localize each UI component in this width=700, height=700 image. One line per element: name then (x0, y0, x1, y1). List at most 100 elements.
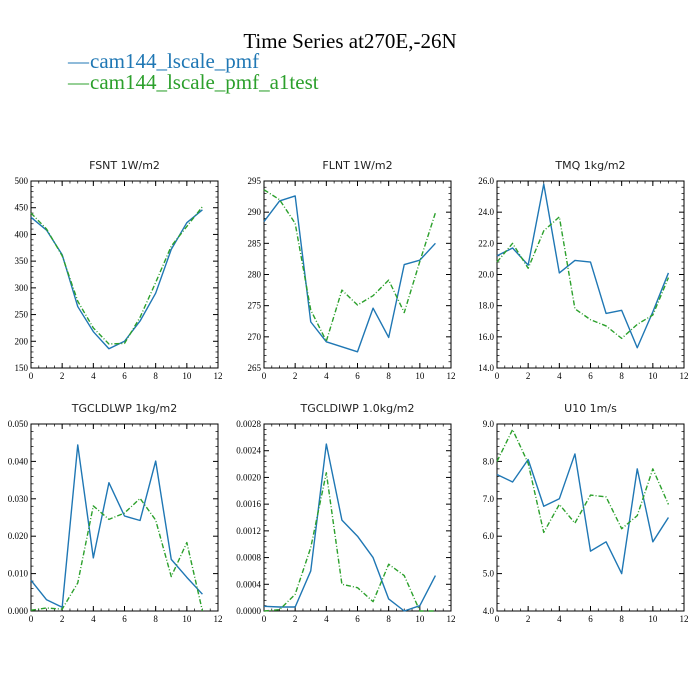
panel-title: TGCLDIWP 1.0kg/m2 (299, 402, 414, 415)
x-tick-label: 2 (526, 614, 531, 624)
panel-6: U10 1m/s 0 2 4 6 8 10 12 4.0 5.0 6.0 7.0 8.0 9.0 (483, 402, 689, 624)
x-tick-label: 0 (262, 614, 267, 624)
plot-frame (496, 180, 685, 369)
y-tick-label: 24.0 (478, 207, 494, 217)
y-tick-label: 20.0 (478, 270, 494, 280)
x-tick-label: 10 (415, 371, 425, 381)
plot-frame (263, 423, 452, 612)
x-tick-label: 2 (293, 614, 298, 624)
x-tick-label: 10 (648, 371, 658, 381)
y-tick-label: 14.0 (478, 363, 494, 373)
plot-frame (30, 423, 219, 612)
x-tick-label: 0 (29, 614, 34, 624)
y-tick-label: 275 (248, 301, 262, 311)
x-tick-label: 8 (153, 371, 158, 381)
x-tick-label: 6 (588, 371, 593, 381)
x-tick-label: 0 (495, 614, 500, 624)
series-line-1 (263, 443, 437, 612)
x-tick-label: 8 (619, 371, 624, 381)
y-tick-label: 500 (15, 176, 29, 186)
x-tick-label: 8 (386, 371, 391, 381)
y-tick-label: 150 (15, 363, 29, 373)
series-line-2 (496, 428, 670, 534)
series-line-2 (263, 472, 436, 612)
y-tick-label: 0.020 (8, 531, 29, 541)
y-tick-label: 0.030 (8, 494, 29, 504)
y-tick-label: 0.0000 (236, 606, 261, 616)
y-tick-label: 6.0 (483, 531, 495, 541)
x-tick-label: 4 (91, 614, 96, 624)
panel-title: U10 1m/s (564, 402, 617, 415)
y-tick-label: 4.0 (483, 606, 495, 616)
x-tick-label: 10 (415, 614, 425, 624)
y-tick-label: 285 (248, 238, 262, 248)
legend-label-1: cam144_lscale_pmf (90, 49, 259, 73)
y-tick-label: 265 (248, 363, 262, 373)
y-tick-label: 0.000 (8, 606, 29, 616)
y-tick-label: 300 (15, 283, 29, 293)
x-tick-label: 0 (29, 371, 34, 381)
panel-grid: FSNT 1W/m20 2 4 6 8 10 12150200250300350400450… (8, 159, 689, 624)
series-line-2 (263, 189, 437, 342)
x-tick-label: 12 (214, 614, 223, 624)
y-tick-label: 18.0 (478, 301, 494, 311)
y-tick-label: 7.0 (483, 494, 495, 504)
series-line-2 (496, 216, 670, 340)
x-tick-label: 2 (526, 371, 531, 381)
y-tick-label: 200 (15, 336, 29, 346)
y-tick-label: 280 (248, 270, 262, 280)
legend-entry-2: — cam144_lscale_pmf_a1test (67, 70, 319, 94)
x-tick-label: 4 (557, 614, 562, 624)
x-tick-label: 0 (262, 371, 267, 381)
x-tick-label: 12 (447, 371, 456, 381)
series-line-2 (30, 206, 203, 345)
legend-symbol-1: — (67, 49, 90, 73)
panel-3: TMQ 1kg/m2 0 2 4 6 8 10 12 14.0 16.0 18.0 20.0 22.0 2… (478, 159, 688, 381)
legend: — cam144_lscale_pmf — cam144_lscale_pmf_… (67, 49, 319, 94)
x-tick-label: 6 (355, 614, 360, 624)
series-line-2 (30, 497, 204, 612)
figure-title: Time Series at270E,-26N (243, 29, 456, 53)
y-tick-label: 5.0 (483, 569, 495, 579)
y-tick-label: 250 (15, 310, 29, 320)
x-tick-label: 10 (648, 614, 658, 624)
panel-2: FLNT 1W/m2 0 2 4 6 8 10 12 265 270 275 280 285 290 295 (248, 159, 456, 381)
series-line-1 (30, 209, 203, 350)
series-line-1 (496, 453, 670, 575)
x-tick-label: 6 (122, 614, 127, 624)
x-tick-label: 6 (355, 371, 360, 381)
y-tick-label: 0.010 (8, 569, 29, 579)
panel-title: FLNT 1W/m2 (322, 159, 392, 172)
y-tick-label: 0.0024 (236, 446, 261, 456)
y-tick-label: 0.0012 (236, 526, 261, 536)
x-tick-label: 4 (557, 371, 562, 381)
x-tick-label: 0 (495, 371, 500, 381)
y-tick-label: 0.0008 (236, 553, 261, 563)
y-tick-label: 0.050 (8, 419, 29, 429)
y-tick-label: 450 (15, 203, 29, 213)
legend-entry-1: — cam144_lscale_pmf (67, 49, 259, 73)
x-tick-label: 2 (60, 614, 65, 624)
x-tick-label: 6 (588, 614, 593, 624)
panel-4: TGCLDLWP 1kg/m2 0 2 4 6 8 10 12 0.000 0.010 0.020 0… (8, 402, 223, 624)
legend-symbol-2: — (67, 70, 90, 94)
x-tick-label: 2 (293, 371, 298, 381)
y-tick-label: 0.0020 (236, 472, 261, 482)
series-line-1 (263, 195, 436, 353)
x-tick-label: 12 (447, 614, 456, 624)
series-line-1 (496, 183, 670, 349)
x-tick-label: 8 (153, 614, 158, 624)
y-tick-label: 22.0 (478, 238, 494, 248)
x-tick-label: 6 (122, 371, 127, 381)
x-tick-label: 4 (324, 371, 329, 381)
y-tick-label: 400 (15, 229, 29, 239)
x-tick-label: 10 (182, 371, 192, 381)
y-tick-label: 270 (248, 332, 262, 342)
y-tick-label: 290 (248, 207, 262, 217)
y-tick-label: 0.040 (8, 456, 29, 466)
plot-frame (263, 180, 452, 369)
x-tick-label: 12 (680, 371, 689, 381)
x-tick-label: 2 (60, 371, 65, 381)
plot-frame (30, 180, 219, 369)
